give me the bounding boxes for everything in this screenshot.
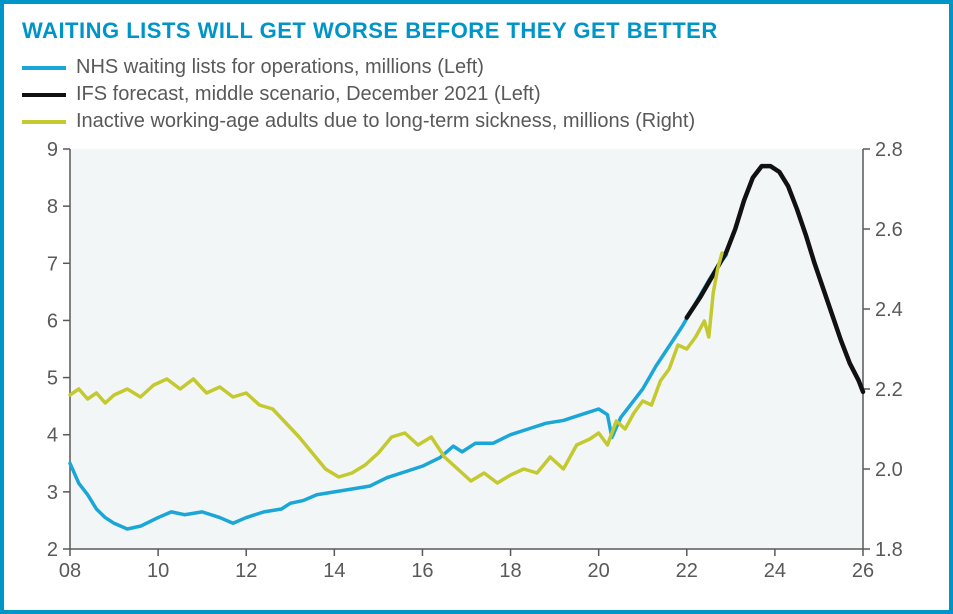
x-tick-label: 22 — [676, 560, 698, 582]
legend-swatch — [22, 93, 66, 97]
y-left-tick-label: 5 — [47, 368, 58, 390]
x-tick-label: 26 — [852, 560, 874, 582]
x-tick-label: 20 — [588, 560, 610, 582]
y-right-tick-label: 2.8 — [875, 139, 903, 161]
x-tick-label: 24 — [764, 560, 786, 582]
y-left-tick-label: 2 — [47, 539, 58, 561]
y-right-tick-label: 1.8 — [875, 539, 903, 561]
x-tick-label: 14 — [323, 560, 345, 582]
y-left-tick-label: 7 — [47, 253, 58, 275]
legend-swatch — [22, 120, 66, 124]
legend-item: Inactive working-age adults due to long-… — [22, 108, 931, 135]
y-left-tick-label: 4 — [47, 425, 58, 447]
x-tick-label: 08 — [59, 560, 81, 582]
y-left-tick-label: 6 — [47, 310, 58, 332]
legend-item: NHS waiting lists for operations, millio… — [22, 54, 931, 81]
x-tick-label: 16 — [411, 560, 433, 582]
legend-label: NHS waiting lists for operations, millio… — [76, 54, 484, 81]
y-right-tick-label: 2.0 — [875, 459, 903, 481]
line-chart-svg: 2 3 4 5 6 7 8 9 1.8 2.0 2.2 2.4 2.6 2.8 08 10 12 14 16 18 20… — [22, 139, 927, 589]
legend-label: Inactive working-age adults due to long-… — [76, 108, 695, 135]
y-right-tick-label: 2.6 — [875, 219, 903, 241]
plot-background — [70, 149, 863, 549]
legend-label: IFS forecast, middle scenario, December … — [76, 81, 541, 108]
legend-item: IFS forecast, middle scenario, December … — [22, 81, 931, 108]
legend-swatch — [22, 66, 66, 70]
y-right-tick-label: 2.4 — [875, 299, 903, 321]
x-tick-label: 12 — [235, 560, 257, 582]
y-left-tick-label: 8 — [47, 196, 58, 218]
chart-area: 2 3 4 5 6 7 8 9 1.8 2.0 2.2 2.4 2.6 2.8 08 10 12 14 16 18 20… — [22, 139, 931, 589]
legend: NHS waiting lists for operations, millio… — [22, 54, 931, 135]
y-right-tick-label: 2.2 — [875, 379, 903, 401]
chart-title: WAITING LISTS WILL GET WORSE BEFORE THEY… — [22, 18, 931, 44]
x-tick-label: 10 — [147, 560, 169, 582]
y-left-tick-label: 9 — [47, 139, 58, 161]
x-tick-label: 18 — [499, 560, 521, 582]
chart-card: WAITING LISTS WILL GET WORSE BEFORE THEY… — [0, 0, 953, 614]
y-left-tick-label: 3 — [47, 482, 58, 504]
